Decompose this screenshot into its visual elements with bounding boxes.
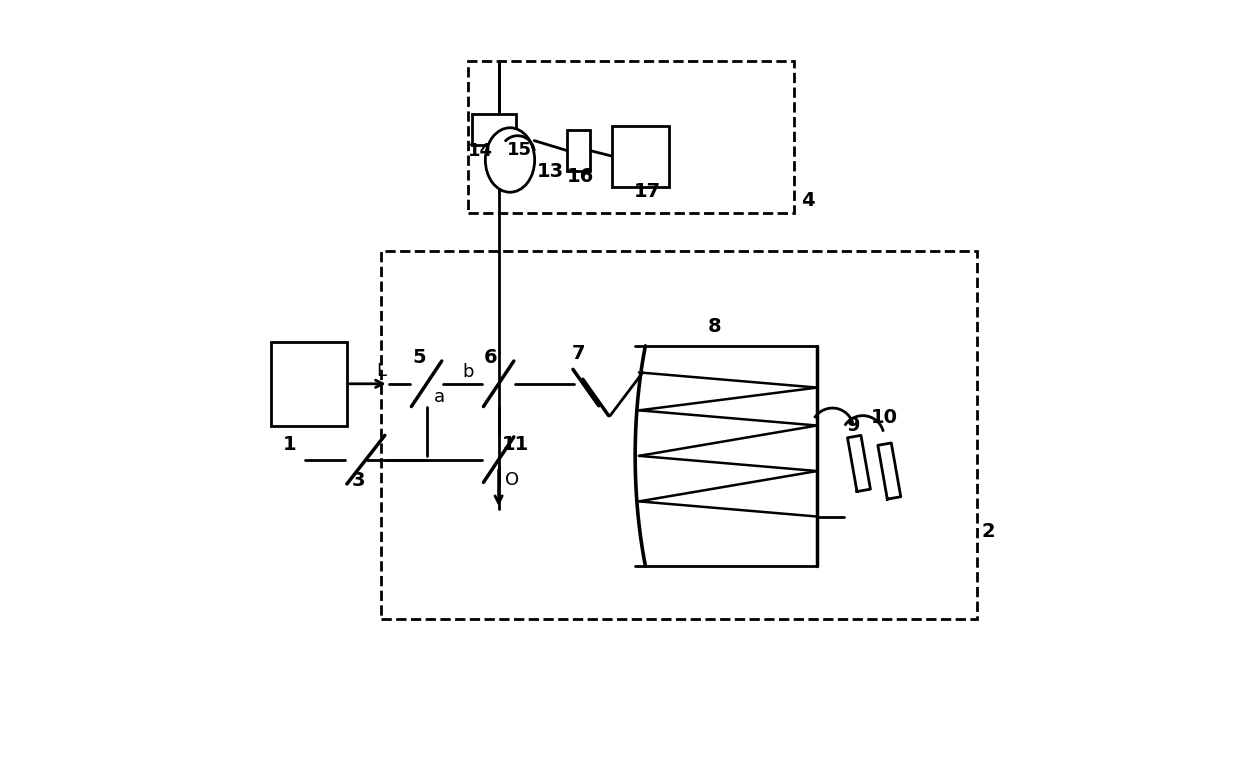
FancyBboxPatch shape <box>272 342 347 426</box>
Ellipse shape <box>485 128 534 192</box>
FancyBboxPatch shape <box>613 126 670 186</box>
Text: 15: 15 <box>507 141 532 159</box>
Text: 13: 13 <box>537 162 564 181</box>
Text: 9: 9 <box>847 416 861 435</box>
Text: 5: 5 <box>412 348 425 367</box>
Text: 11: 11 <box>502 435 529 454</box>
Text: O: O <box>505 471 520 489</box>
Text: a: a <box>434 388 445 406</box>
FancyBboxPatch shape <box>567 130 590 172</box>
Text: 2: 2 <box>981 522 994 541</box>
Text: 7: 7 <box>572 344 585 363</box>
Text: 16: 16 <box>567 167 594 186</box>
Polygon shape <box>847 435 870 492</box>
Text: 10: 10 <box>870 408 898 427</box>
Text: 4: 4 <box>801 192 815 211</box>
Text: L: L <box>376 362 386 380</box>
Text: 17: 17 <box>634 182 661 201</box>
Text: 8: 8 <box>708 318 722 337</box>
Text: 6: 6 <box>485 348 497 367</box>
Text: 3: 3 <box>351 470 365 489</box>
Text: 1: 1 <box>283 435 296 454</box>
FancyBboxPatch shape <box>472 115 516 145</box>
Text: b: b <box>463 363 474 382</box>
Text: 14: 14 <box>467 142 494 160</box>
Polygon shape <box>878 443 900 499</box>
